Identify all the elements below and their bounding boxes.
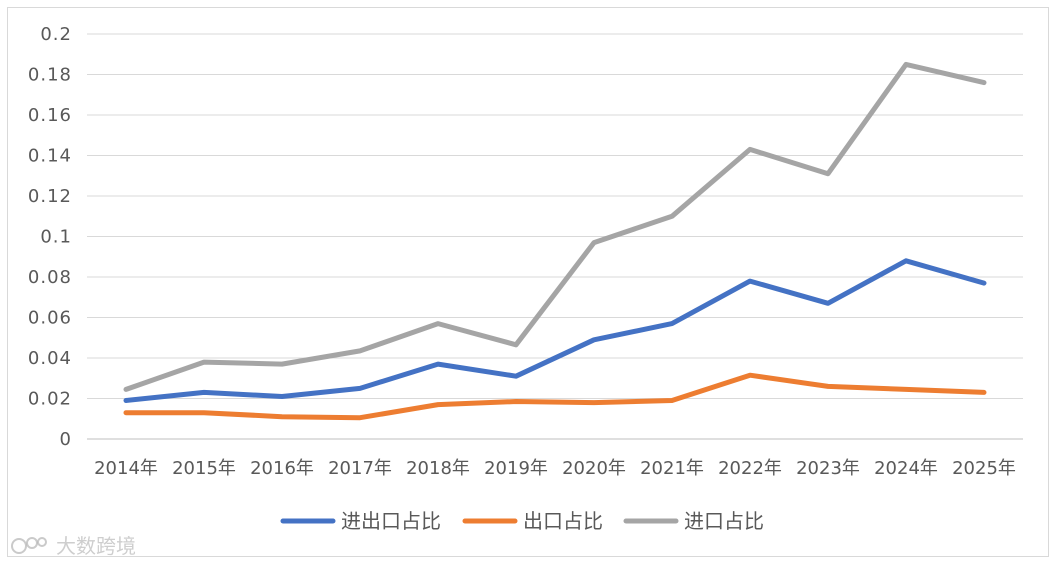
y-tick-label: 0.18 — [28, 65, 72, 86]
x-tick-label: 2024年 — [874, 458, 938, 479]
x-tick-label: 2018年 — [406, 458, 470, 479]
x-tick-label: 2025年 — [952, 458, 1016, 479]
legend-label: 进口占比 — [684, 509, 764, 533]
legend-item: 进出口占比 — [280, 509, 441, 533]
x-tick-label: 2021年 — [640, 458, 704, 479]
legend-item: 出口占比 — [462, 509, 603, 533]
y-axis-ticks: 0 0.02 0.04 0.06 0.08 0.1 0.12 0.14 0.16 0.18 0.2 — [28, 24, 72, 450]
y-tick-label: 0.2 — [40, 24, 72, 45]
watermark-logo-icon — [11, 536, 47, 554]
x-tick-label: 2017年 — [328, 458, 392, 479]
y-tick-label: 0.06 — [28, 308, 72, 329]
legend-label: 进出口占比 — [341, 509, 441, 533]
y-tick-label: 0.16 — [28, 105, 72, 126]
legend-label: 出口占比 — [523, 509, 603, 533]
y-tick-label: 0 — [60, 429, 72, 450]
series-line — [123, 61, 987, 392]
x-tick-label: 2020年 — [562, 458, 626, 479]
chart-frame — [7, 7, 1049, 557]
legend: 进出口占比 出口占比 进口占比 — [280, 509, 764, 533]
y-tick-label: 0.14 — [28, 146, 72, 167]
y-tick-label: 0.08 — [28, 267, 72, 288]
x-tick-label: 2023年 — [796, 458, 860, 479]
x-axis-ticks: 2014年 2015年 2016年 2017年 2018年 2019年 2020年 2021年… — [94, 458, 1016, 479]
x-tick-label: 2015年 — [172, 458, 236, 479]
series-line — [123, 258, 987, 403]
watermark: 大数跨境 — [10, 530, 136, 559]
x-tick-label: 2014年 — [94, 458, 158, 479]
x-tick-label: 2022年 — [718, 458, 782, 479]
y-tick-label: 0.04 — [28, 348, 72, 369]
y-tick-label: 0.12 — [28, 186, 72, 207]
y-tick-label: 0.1 — [40, 227, 72, 248]
gridlines — [87, 33, 1023, 440]
x-tick-label: 2019年 — [484, 458, 548, 479]
x-tick-label: 2016年 — [250, 458, 314, 479]
legend-item: 进口占比 — [623, 509, 764, 533]
y-tick-label: 0.02 — [28, 389, 72, 410]
watermark-text: 大数跨境 — [56, 534, 136, 558]
series-lines — [123, 61, 987, 421]
series-line — [123, 372, 987, 421]
